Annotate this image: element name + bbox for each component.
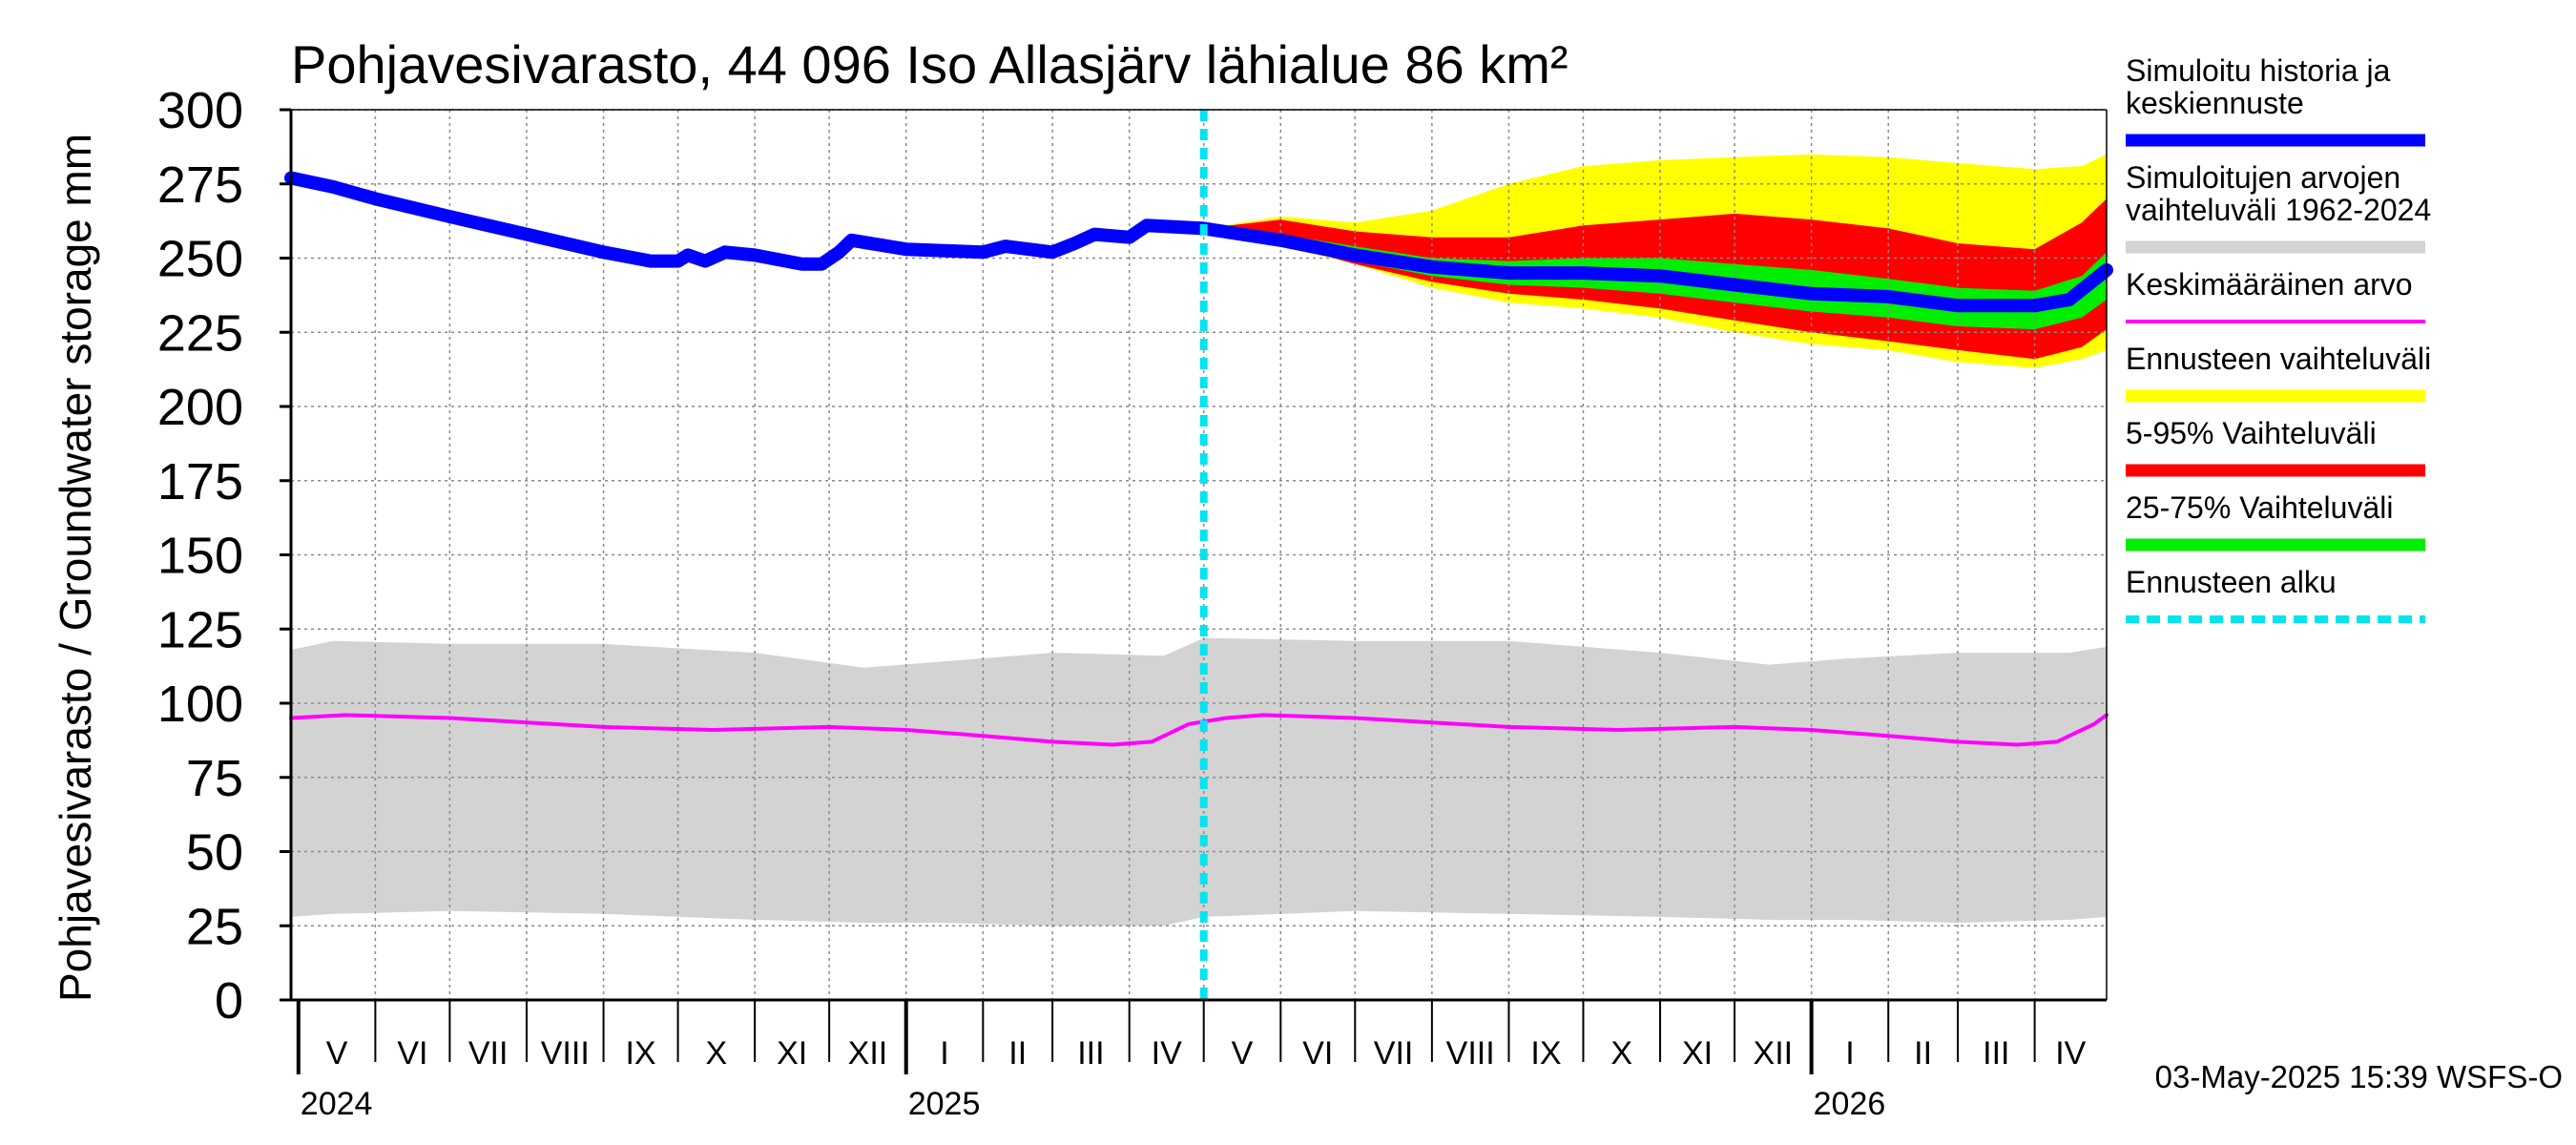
legend-label: Keskimääräinen arvo — [2126, 267, 2413, 302]
y-axis-label: Pohjavesivarasto / Groundwater storage m… — [51, 134, 100, 1002]
month-label: XII — [848, 1035, 888, 1072]
y-tick-label: 250 — [157, 231, 243, 288]
month-label: IX — [625, 1035, 655, 1072]
chart-title: Pohjavesivarasto, 44 096 Iso Allasjärv l… — [291, 34, 1568, 94]
y-tick-label: 225 — [157, 304, 243, 362]
legend-label: 5-95% Vaihteluväli — [2126, 416, 2377, 450]
band-layer — [291, 154, 2107, 926]
y-tick-label: 300 — [157, 82, 243, 139]
legend-label: Simuloitujen arvojen — [2126, 160, 2400, 195]
month-label: VIII — [541, 1035, 590, 1072]
month-label: V — [326, 1035, 348, 1072]
y-tick-label: 0 — [215, 972, 243, 1030]
month-label: II — [1914, 1035, 1932, 1072]
month-label: VI — [1302, 1035, 1333, 1072]
y-tick-label: 50 — [186, 824, 243, 882]
legend-label: Ennusteen alku — [2126, 565, 2337, 599]
month-label: XI — [1682, 1035, 1713, 1072]
legend-label: Ennusteen vaihteluväli — [2126, 342, 2431, 376]
timestamp-footer: 03-May-2025 15:39 WSFS-O — [2155, 1059, 2563, 1094]
legend-label: keskiennuste — [2126, 86, 2304, 120]
month-label: XII — [1754, 1035, 1794, 1072]
month-label: VII — [468, 1035, 509, 1072]
legend-label: vaihteluväli 1962-2024 — [2126, 193, 2431, 227]
y-tick-label: 100 — [157, 676, 243, 733]
y-tick-label: 200 — [157, 379, 243, 436]
legend-label: Simuloitu historia ja — [2126, 53, 2391, 88]
month-label: X — [706, 1035, 728, 1072]
year-label: 2024 — [301, 1086, 373, 1122]
y-tick-label: 25 — [186, 898, 243, 955]
month-label: XI — [777, 1035, 807, 1072]
y-tick-label: 175 — [157, 453, 243, 510]
line-layer — [284, 110, 2113, 1000]
y-tick-label: 125 — [157, 601, 243, 658]
line-simuloitu-historia-ja-keskiennuste — [284, 171, 2113, 313]
month-label: IV — [1152, 1035, 1182, 1072]
month-label: II — [1008, 1035, 1027, 1072]
y-tick-label: 150 — [157, 528, 243, 585]
y-tick-label: 75 — [186, 750, 243, 807]
year-label: 2025 — [908, 1086, 981, 1122]
month-label: III — [1077, 1035, 1104, 1072]
month-label: I — [1845, 1035, 1854, 1072]
band-simuloitujen-arvojen-vaihteluvali-1962-2024 — [291, 637, 2107, 926]
legend-label: 25-75% Vaihteluväli — [2126, 490, 2393, 525]
month-label: X — [1610, 1035, 1632, 1072]
month-label: IV — [2055, 1035, 2086, 1072]
month-label: VIII — [1446, 1035, 1495, 1072]
month-label: VII — [1374, 1035, 1414, 1072]
year-label: 2026 — [1814, 1086, 1886, 1122]
month-label: IX — [1530, 1035, 1561, 1072]
month-label: VI — [397, 1035, 427, 1072]
y-tick-label: 275 — [157, 156, 243, 214]
month-label: III — [1983, 1035, 2009, 1072]
line-keskimaarainen-arvo — [289, 713, 2109, 747]
month-label: V — [1232, 1035, 1254, 1072]
month-label: I — [940, 1035, 948, 1072]
